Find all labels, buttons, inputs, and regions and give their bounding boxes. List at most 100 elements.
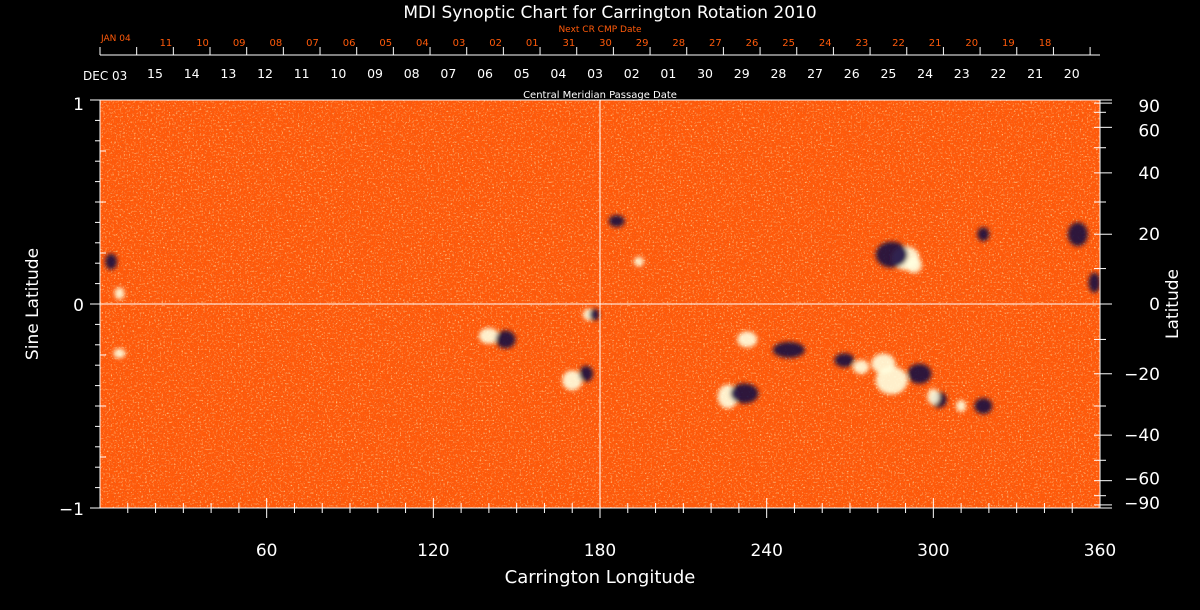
x-tick-label: 360 (1084, 541, 1116, 561)
right-axis-ticks (1094, 99, 1112, 509)
positive-polarity-region (478, 327, 499, 344)
cmp-date-label: 05 (514, 66, 530, 81)
negative-polarity-region (875, 241, 908, 268)
cmp-date-label: 15 (147, 66, 163, 81)
cmp-date-label: 14 (184, 66, 200, 81)
next-cr-date-label: 18 (1039, 38, 1052, 49)
cmp-date-label: 02 (624, 66, 640, 81)
cmp-date-label: 23 (954, 66, 970, 81)
top-date-ticks (99, 47, 1091, 55)
cmp-date-label: 09 (367, 66, 383, 81)
negative-polarity-region (974, 398, 993, 414)
x-tick-label: 240 (750, 541, 782, 561)
positive-polarity-region (927, 388, 940, 405)
y-tick-right-label: 40 (1138, 164, 1160, 184)
x-tick-label: 180 (584, 541, 616, 561)
y-tick-right-label: 0 (1149, 295, 1160, 315)
chart-title: MDI Synoptic Chart for Carrington Rotati… (403, 3, 816, 23)
right-axis-labels: 90 60 40 20 0 −20 −40 −60 −90 (1124, 97, 1160, 514)
positive-polarity-region (633, 256, 644, 267)
negative-polarity-region (730, 383, 759, 404)
positive-polarity-region (114, 287, 125, 300)
positive-polarity-region (905, 257, 922, 274)
x-tick-label: 300 (917, 541, 949, 561)
x-tick-label: 60 (256, 541, 278, 561)
negative-polarity-region (105, 253, 118, 270)
y-tick-right-label: −40 (1124, 426, 1160, 446)
negative-polarity-region (589, 308, 600, 321)
cmp-date-label: 24 (917, 66, 933, 81)
bottom-axis-ticks (127, 498, 1073, 518)
cmp-axis-title: Central Meridian Passage Date (523, 90, 677, 101)
left-axis-ticks (90, 99, 106, 509)
next-cr-date-label: 26 (746, 38, 759, 49)
cmp-date-label: 13 (220, 66, 236, 81)
cmp-date-label: 11 (294, 66, 310, 81)
y-axis-left-label: Sine Latitude (23, 248, 43, 360)
y-tick-left-1: 1 (73, 95, 84, 115)
next-cr-date-label: 07 (306, 38, 319, 49)
x-tick-label: 120 (417, 541, 449, 561)
y-tick-right-label: 20 (1138, 225, 1160, 245)
negative-polarity-region (1067, 222, 1088, 247)
next-cr-date-label: 10 (196, 38, 209, 49)
positive-polarity-region (113, 348, 126, 359)
cmp-date-label: 06 (477, 66, 493, 81)
next-cr-date-label: 01 (526, 38, 539, 49)
cmp-date-label: 20 (1064, 66, 1080, 81)
next-cr-date-label: 28 (672, 38, 685, 49)
next-cr-date-label: 05 (379, 38, 392, 49)
next-cr-date-label: 30 (599, 38, 612, 49)
y-axis-right-label: Latitude (1163, 269, 1183, 339)
y-tick-right-label: 90 (1138, 97, 1160, 117)
next-cr-date-label: 29 (636, 38, 649, 49)
cmp-date-label: 04 (550, 66, 566, 81)
next-cr-date-label: 24 (819, 38, 832, 49)
cmp-date-label: 25 (880, 66, 896, 81)
next-cr-date-label: 06 (343, 38, 356, 49)
negative-polarity-region (907, 363, 932, 384)
cmp-date-label: 07 (440, 66, 456, 81)
y-tick-right-label: −20 (1124, 365, 1160, 385)
cmp-date-label: 21 (1027, 66, 1043, 81)
y-tick-right-label: −60 (1124, 470, 1160, 490)
next-cr-date-label: 04 (416, 38, 429, 49)
cmp-date-label: 26 (844, 66, 860, 81)
negative-polarity-region (977, 227, 990, 242)
next-cr-date-label: 20 (965, 38, 978, 49)
y-tick-right-label: −90 (1124, 494, 1160, 514)
next-cr-date-labels: 11 10 09 08 07 06 05 04 03 02 01 31 30 29 28 27 26 25 24 23… (160, 38, 1052, 49)
negative-polarity-region (834, 353, 855, 368)
next-cr-date-title: Next CR CMP Date (558, 25, 642, 35)
cmp-date-label: 22 (990, 66, 1006, 81)
next-cr-date-label: 03 (453, 38, 466, 49)
next-cr-date-label: 25 (782, 38, 795, 49)
bottom-axis-labels: 60 120 180 240 300 360 (256, 541, 1116, 561)
next-cr-date-label: 02 (489, 38, 502, 49)
cmp-date-label: 12 (257, 66, 273, 81)
start-date-label: DEC 03 (83, 69, 127, 83)
next-cr-date-label: 31 (562, 38, 575, 49)
cmp-date-label: 30 (697, 66, 713, 81)
active-regions (105, 215, 1100, 414)
cmp-date-label: 28 (770, 66, 786, 81)
cmp-date-labels: 15 14 13 12 11 10 09 08 07 06 05 04 03 02 01 30 29 28 27 26… (147, 66, 1080, 81)
next-cr-date-label: 23 (856, 38, 869, 49)
next-cr-date-label: 19 (1002, 38, 1015, 49)
next-cr-date-label: 27 (709, 38, 722, 49)
cmp-date-label: 08 (404, 66, 420, 81)
x-axis-label: Carrington Longitude (505, 567, 696, 588)
cmp-date-label: 10 (330, 66, 346, 81)
next-cr-date-label: 21 (929, 38, 942, 49)
next-cr-date-label: 22 (892, 38, 905, 49)
next-cr-date-label: 08 (269, 38, 282, 49)
next-cr-date-label: 11 (160, 38, 173, 49)
y-tick-left-0: 0 (73, 296, 84, 316)
cmp-date-label: 03 (587, 66, 603, 81)
y-tick-left-neg1: −1 (59, 500, 84, 520)
negative-polarity-region (579, 365, 594, 382)
cmp-date-label: 27 (807, 66, 823, 81)
positive-polarity-region (562, 370, 583, 391)
negative-polarity-region (1088, 272, 1100, 293)
